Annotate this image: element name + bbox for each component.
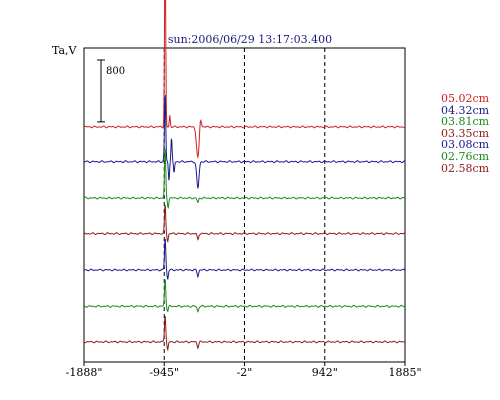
- x-tick-label-2: -2": [236, 366, 253, 379]
- series-line-1: [83, 94, 406, 189]
- chart-title: sun:2006/06/29 13:17:03.400: [167, 33, 333, 46]
- series-line-5: [83, 279, 406, 313]
- x-tick-label-1: -945": [149, 366, 180, 379]
- series-line-6: [83, 316, 406, 352]
- legend-entry-6: 02.58cm: [441, 161, 490, 175]
- legend-entry-2: 03.81cm: [441, 115, 490, 129]
- series-line-3: [83, 205, 405, 244]
- legend-entry-3: 03.35cm: [441, 126, 490, 140]
- legend-entry-5: 02.76cm: [441, 149, 490, 163]
- legend-entry-4: 03.08cm: [441, 138, 490, 152]
- series-line-4: [84, 238, 406, 280]
- x-tick-label-3: 942": [311, 366, 338, 379]
- x-tick-label-4: 1885": [388, 366, 422, 379]
- legend-entry-1: 04.32cm: [441, 103, 490, 117]
- legend-entry-0: 05.02cm: [441, 92, 490, 105]
- x-tick-label-0: -1888": [65, 366, 103, 379]
- y-axis-label: Ta,V: [52, 44, 77, 57]
- legend: 05.02cm 04.32cm 03.81cm 03.35cm 03.08cm 02.76…: [441, 93, 489, 174]
- series-line-2: [83, 149, 406, 210]
- scale-bar-label: 800: [106, 66, 126, 77]
- series-line-0: [83, 0, 406, 159]
